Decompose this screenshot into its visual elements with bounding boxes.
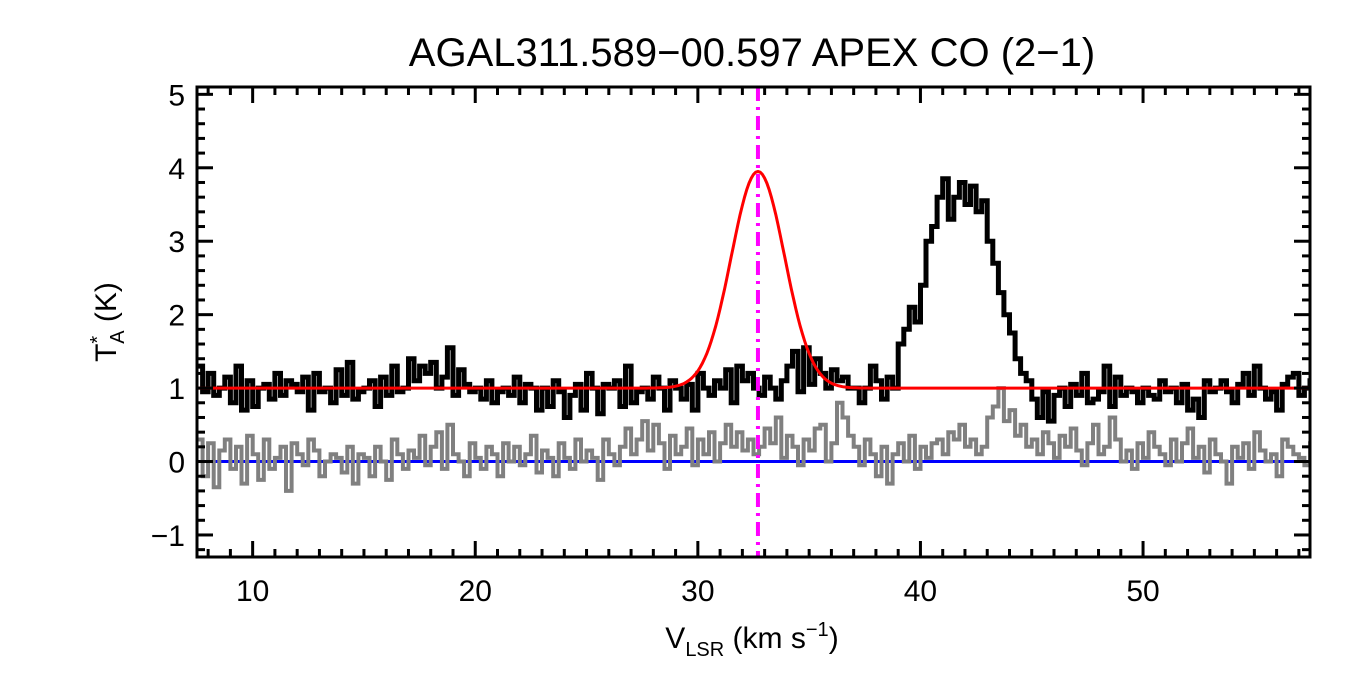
x-axis-label: VLSR (km s−1) bbox=[665, 619, 838, 661]
y-axis-label-rest: (K) bbox=[90, 282, 123, 330]
x-tick-label: 50 bbox=[1126, 575, 1159, 608]
x-tick-label: 10 bbox=[236, 575, 269, 608]
x-axis-label-sub: LSR bbox=[685, 639, 724, 661]
x-tick-label: 20 bbox=[459, 575, 492, 608]
y-axis-label-sub: A bbox=[107, 330, 129, 344]
x-axis-ticks: 10 20 30 40 50 bbox=[206, 87, 1301, 608]
y-tick-label: 0 bbox=[168, 447, 185, 480]
y-tick-label: 1 bbox=[168, 373, 185, 406]
chart-title: AGAL311.589−00.597 APEX CO (2−1) bbox=[409, 31, 1095, 75]
y-axis-label-sup: * bbox=[87, 336, 109, 344]
x-tick-label: 30 bbox=[681, 575, 714, 608]
y-tick-label: 2 bbox=[168, 300, 185, 333]
gaussian-fit-line bbox=[197, 169, 1310, 390]
y-tick-label: 4 bbox=[168, 153, 185, 186]
y-tick-label: 5 bbox=[168, 79, 185, 112]
x-tick-label: 40 bbox=[904, 575, 937, 608]
residual-line bbox=[197, 386, 1310, 493]
x-axis-label-end: ) bbox=[829, 622, 839, 655]
x-axis-label-sup: −1 bbox=[806, 619, 829, 641]
y-tick-label: 3 bbox=[168, 226, 185, 259]
y-axis-label-main: T bbox=[90, 344, 123, 362]
y-tick-label: −1 bbox=[151, 520, 185, 553]
x-axis-label-main: V bbox=[665, 622, 685, 655]
y-axis-label: T*A (K) bbox=[87, 282, 129, 362]
plot-frame bbox=[195, 85, 1312, 559]
y-axis-ticks: −1 0 1 2 3 4 5 bbox=[151, 79, 1310, 553]
plot-area bbox=[197, 87, 1310, 557]
spectrum-line bbox=[197, 176, 1310, 424]
x-axis-label-rest: (km s bbox=[724, 622, 806, 655]
